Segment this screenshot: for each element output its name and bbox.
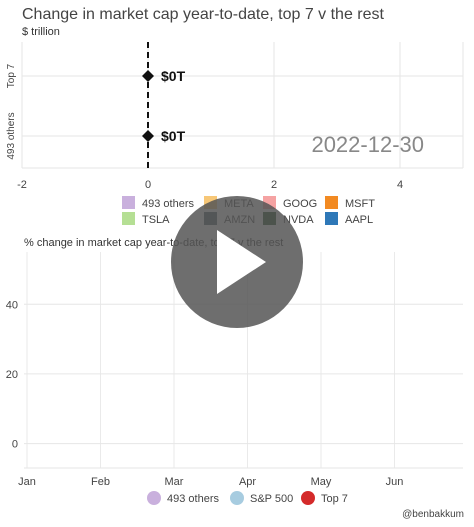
chart1-x-ticks: -2 0 2 4 xyxy=(17,179,403,191)
chart2-y-tick-label: 20 xyxy=(6,369,18,381)
chart1-category-label: 493 others xyxy=(6,112,17,159)
chart1-x-tick-label: 0 xyxy=(145,179,151,191)
chart1-frame-label: 2022-12-30 xyxy=(311,132,424,157)
chart1-x-tick-label: -2 xyxy=(17,179,27,191)
chart1-y-categories: Top 7 493 others xyxy=(6,63,17,159)
chart1-title: Change in market cap year-to-date, top 7… xyxy=(22,6,385,23)
chart1-legend-swatch xyxy=(122,196,135,209)
play-icon[interactable] xyxy=(217,230,266,294)
chart1-legend-label: MSFT xyxy=(345,198,375,210)
chart1-x-tick-label: 4 xyxy=(397,179,403,191)
chart2-x-tick-label: Jun xyxy=(386,476,404,488)
chart2-legend-label: 493 others xyxy=(167,493,219,505)
chart1-legend-label: TSLA xyxy=(142,214,170,226)
chart1-legend-label: AAPL xyxy=(345,214,373,226)
chart2-legend-label: S&P 500 xyxy=(250,493,293,505)
chart2-x-tick-label: Mar xyxy=(165,476,184,488)
chart1-legend-label: GOOG xyxy=(283,198,317,210)
chart2-ticks: Jan Feb Mar Apr May Jun 0 20 40 xyxy=(6,299,404,488)
play-button[interactable] xyxy=(171,196,303,328)
chart2-legend-marker xyxy=(301,491,315,505)
chart1-legend-swatch xyxy=(325,196,338,209)
chart2-x-tick-label: Feb xyxy=(91,476,110,488)
chart2-legend-marker xyxy=(147,491,161,505)
chart1-diamond-point xyxy=(142,130,154,142)
chart2-y-tick-label: 0 xyxy=(12,439,18,451)
chart1-points: $0T $0T xyxy=(142,68,186,144)
chart1-x-tick-label: 2 xyxy=(271,179,277,191)
chart2-legend-marker xyxy=(230,491,244,505)
chart1-legend-label: 493 others xyxy=(142,198,194,210)
chart1-point-label: $0T xyxy=(161,68,186,84)
chart2-grid xyxy=(24,252,463,469)
chart2-x-tick-label: Apr xyxy=(239,476,256,488)
chart2-y-tick-label: 40 xyxy=(6,299,18,311)
chart1-category-label: Top 7 xyxy=(6,63,17,88)
chart2-x-tick-label: May xyxy=(311,476,332,488)
chart1-diamond-point xyxy=(142,70,154,82)
chart1-grid xyxy=(21,42,464,169)
chart1-legend-swatch xyxy=(325,212,338,225)
chart1-legend-label: NVDA xyxy=(283,214,314,226)
chart2-x-tick-label: Jan xyxy=(18,476,36,488)
credit-text: @benbakkum xyxy=(402,509,464,520)
chart1-subtitle: $ trillion xyxy=(22,26,60,38)
chart1-point-label: $0T xyxy=(161,128,186,144)
chart2-legend-label: Top 7 xyxy=(321,493,348,505)
chart2-legend: 493 others S&P 500 Top 7 xyxy=(147,491,348,505)
chart1-legend-swatch xyxy=(122,212,135,225)
